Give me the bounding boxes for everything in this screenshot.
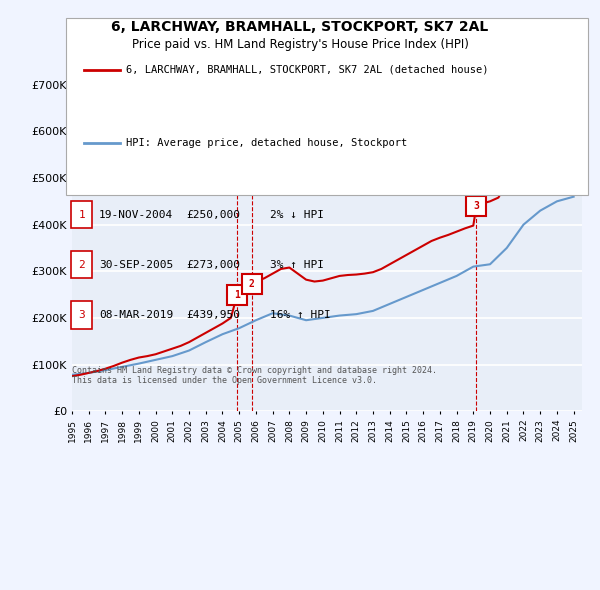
Text: 2% ↓ HPI: 2% ↓ HPI xyxy=(270,210,324,219)
Text: Contains HM Land Registry data © Crown copyright and database right 2024.
This d: Contains HM Land Registry data © Crown c… xyxy=(72,366,437,385)
Text: 19-NOV-2004: 19-NOV-2004 xyxy=(99,210,173,219)
Text: 1: 1 xyxy=(235,290,240,300)
Text: £439,950: £439,950 xyxy=(186,310,240,320)
Text: 1: 1 xyxy=(78,210,85,219)
Text: £250,000: £250,000 xyxy=(186,210,240,219)
Text: 3% ↑ HPI: 3% ↑ HPI xyxy=(270,260,324,270)
Text: 16% ↑ HPI: 16% ↑ HPI xyxy=(270,310,331,320)
Text: 2: 2 xyxy=(249,279,254,289)
Text: 6, LARCHWAY, BRAMHALL, STOCKPORT, SK7 2AL: 6, LARCHWAY, BRAMHALL, STOCKPORT, SK7 2A… xyxy=(112,19,488,34)
Text: 3: 3 xyxy=(78,310,85,320)
Text: 3: 3 xyxy=(473,201,479,211)
Text: Price paid vs. HM Land Registry's House Price Index (HPI): Price paid vs. HM Land Registry's House … xyxy=(131,38,469,51)
Text: £273,000: £273,000 xyxy=(186,260,240,270)
Text: 30-SEP-2005: 30-SEP-2005 xyxy=(99,260,173,270)
Text: 6, LARCHWAY, BRAMHALL, STOCKPORT, SK7 2AL (detached house): 6, LARCHWAY, BRAMHALL, STOCKPORT, SK7 2A… xyxy=(126,65,488,75)
Text: 2: 2 xyxy=(78,260,85,270)
Text: 08-MAR-2019: 08-MAR-2019 xyxy=(99,310,173,320)
Text: HPI: Average price, detached house, Stockport: HPI: Average price, detached house, Stoc… xyxy=(126,137,407,148)
